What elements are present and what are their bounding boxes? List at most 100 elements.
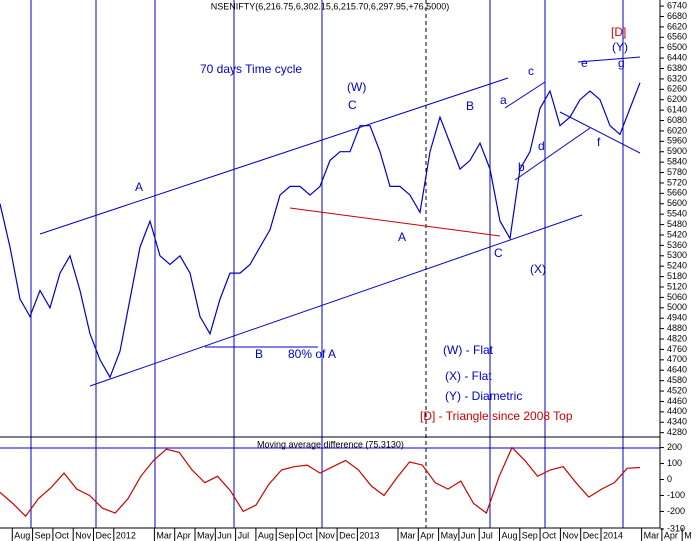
annotation: [D] (611, 25, 626, 39)
annotation: a (500, 93, 507, 107)
y-tick-label: 5780 (667, 167, 687, 177)
x-tick-label: Nov (75, 530, 92, 540)
y-tick-label: 4520 (667, 385, 687, 395)
y-tick-label: 6620 (667, 21, 687, 31)
y-tick-label: 6140 (667, 104, 687, 114)
series-line (0, 82, 641, 379)
series-line (0, 446, 641, 518)
y-tick-label: 5840 (667, 157, 687, 167)
y-tick-label: 5720 (667, 177, 687, 187)
y-tick-label: 5120 (667, 281, 687, 291)
panel-title: Moving average difference (75.3130) (257, 439, 404, 449)
chart-title: NSENIFTY(6,216.75,6,302.15,6,215.70,6,29… (211, 1, 449, 11)
y-tick-label: 5960 (667, 136, 687, 146)
x-tick-label: 2014 (603, 530, 623, 540)
y-tick-label: 5540 (667, 209, 687, 219)
x-tick-label: Sep (35, 530, 51, 540)
y-tick-label: 4940 (667, 313, 687, 323)
x-tick-label: Oct (542, 530, 557, 540)
x-tick-label: Aug (258, 530, 274, 540)
x-tick-label: May (197, 530, 215, 540)
x-tick-label: Apr (664, 530, 678, 540)
y-tick-label: -310 (667, 523, 685, 533)
x-tick-label: Oct (55, 530, 70, 540)
annotation: c (528, 64, 534, 78)
x-tick-label: Mar (156, 530, 172, 540)
y-tick-label: 6260 (667, 84, 687, 94)
annotation: (Y) - Diametric (445, 389, 522, 403)
y-tick-label: 6200 (667, 94, 687, 104)
y-tick-label: 6320 (667, 73, 687, 83)
y-tick-label: 4760 (667, 344, 687, 354)
annotation: B (255, 347, 263, 361)
x-tick-label: Oct (299, 530, 314, 540)
y-tick-label: 4640 (667, 365, 687, 375)
y-tick-label: 5360 (667, 240, 687, 250)
y-tick-label: 5660 (667, 188, 687, 198)
annotation: C (348, 98, 357, 112)
y-tick-label: 0 (667, 474, 672, 484)
annotation: f (597, 135, 601, 149)
y-tick-label: 6500 (667, 42, 687, 52)
y-tick-label: 5240 (667, 261, 687, 271)
x-tick-label: Mar (644, 530, 660, 540)
x-tick-label: Aug (14, 530, 30, 540)
y-tick-label: 5060 (667, 292, 687, 302)
annotation: 70 days Time cycle (200, 62, 302, 76)
x-tick-label: Jul (238, 530, 250, 540)
x-tick-label: Aug (502, 530, 518, 540)
y-tick-label: 4460 (667, 396, 687, 406)
annotation: b (518, 160, 525, 174)
y-tick-label: 5420 (667, 229, 687, 239)
x-tick-label: Dec (96, 530, 113, 540)
x-tick-label: Apr (420, 530, 434, 540)
y-tick-label: 4280 (667, 427, 687, 437)
y-tick-label: 5600 (667, 198, 687, 208)
y-tick-label: 5480 (667, 219, 687, 229)
y-tick-label: 6680 (667, 11, 687, 21)
x-tick-label: Jun (217, 530, 232, 540)
x-tick-label: 2013 (359, 530, 379, 540)
annotation: A (135, 180, 143, 194)
y-tick-label: 6440 (667, 52, 687, 62)
annotation: (X) - Flat (445, 369, 492, 383)
y-tick-label: 5300 (667, 250, 687, 260)
annotation: d (538, 139, 545, 153)
annotation: [D] - Triangle since 2008 Top (420, 409, 573, 423)
y-tick-label: 5180 (667, 271, 687, 281)
cycle-lines (30, 0, 624, 528)
annotation: g (618, 56, 625, 70)
x-tick-label: Jun (461, 530, 476, 540)
trend-lines (39, 56, 641, 387)
x-tick-label: Jul (481, 530, 493, 540)
y-tick-label: 4580 (667, 375, 687, 385)
y-tick-label: 6740 (667, 0, 687, 10)
y-tick-label: 4820 (667, 333, 687, 343)
y-tick-label: -200 (667, 506, 685, 516)
annotation: e (581, 56, 588, 70)
x-tick-label: Nov (319, 530, 336, 540)
x-tick-label: Nov (562, 530, 579, 540)
y-tick-label: 4400 (667, 406, 687, 416)
x-tick-label: Sep (278, 530, 294, 540)
annotation: (Y) (612, 40, 628, 54)
x-tick-label: Dec (339, 530, 356, 540)
annotation: 80% of A (288, 347, 336, 361)
y-tick-label: 4340 (667, 417, 687, 427)
x-tick-label: Sep (522, 530, 538, 540)
neckline (289, 207, 501, 237)
y-tick-label: 4700 (667, 354, 687, 364)
y-tick-label: 5000 (667, 302, 687, 312)
annotation: (W) (347, 80, 366, 94)
annotation: B (466, 99, 474, 113)
annotation: C (494, 246, 503, 260)
x-tick-label: M (684, 530, 692, 540)
annotation: (W) - Flat (443, 343, 494, 357)
y-tick-label: 100 (667, 458, 682, 468)
y-tick-label: 5900 (667, 146, 687, 156)
y-tick-label: 6020 (667, 125, 687, 135)
x-tick-label: 2012 (116, 530, 136, 540)
y-tick-label: 200 (667, 442, 682, 452)
x-tick-label: May (441, 530, 459, 540)
